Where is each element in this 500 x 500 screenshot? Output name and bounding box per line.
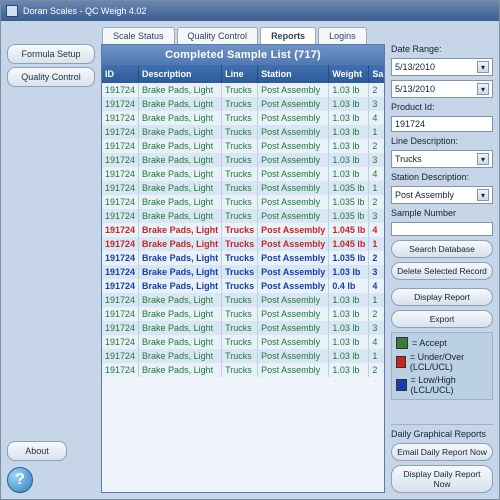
table-row[interactable]: 191724Brake Pads, LightTrucksPost Assemb… (102, 223, 384, 237)
tab-quality-control[interactable]: Quality Control (177, 27, 259, 44)
tab-scale-status[interactable]: Scale Status (102, 27, 175, 44)
window-title: Doran Scales - QC Weigh 4.02 (23, 6, 146, 16)
combo-date-to[interactable]: 5/13/2010▾ (391, 80, 493, 98)
table-row[interactable]: 191724Brake Pads, LightTrucksPost Assemb… (102, 97, 384, 111)
about-button[interactable]: About (7, 441, 67, 461)
label-date-range: Date Range: (391, 44, 493, 54)
table-row[interactable]: 191724Brake Pads, LightTrucksPost Assemb… (102, 335, 384, 349)
chevron-down-icon: ▾ (477, 189, 489, 201)
grid-title: Completed Sample List (717) (102, 45, 384, 65)
btn-email-daily-report[interactable]: Email Daily Report Now (391, 443, 493, 461)
btn-export[interactable]: Export (391, 310, 493, 328)
table-row[interactable]: 191724Brake Pads, LightTrucksPost Assemb… (102, 139, 384, 153)
chevron-down-icon: ▾ (477, 61, 489, 73)
col-id[interactable]: ID (102, 65, 139, 83)
help-icon[interactable]: ? (7, 467, 33, 493)
combo-date-from[interactable]: 5/13/2010▾ (391, 58, 493, 76)
label-station-desc: Station Description: (391, 172, 493, 182)
col-station[interactable]: Station (258, 65, 329, 83)
filter-panel: Date Range: 5/13/2010▾ 5/13/2010▾ Produc… (391, 44, 493, 493)
col-description[interactable]: Description (139, 65, 222, 83)
table-row[interactable]: 191724Brake Pads, LightTrucksPost Assemb… (102, 265, 384, 279)
btn-delete-record[interactable]: Delete Selected Record (391, 262, 493, 280)
table-row[interactable]: 191724Brake Pads, LightTrucksPost Assemb… (102, 181, 384, 195)
combo-line-desc[interactable]: Trucks▾ (391, 150, 493, 168)
table-row[interactable]: 191724Brake Pads, LightTrucksPost Assemb… (102, 279, 384, 293)
sidebar-btn-quality-control[interactable]: Quality Control (7, 67, 95, 87)
app-window: Doran Scales - QC Weigh 4.02 Scale Statu… (0, 0, 500, 500)
tab-logins[interactable]: Logins (318, 27, 367, 44)
table-row[interactable]: 191724Brake Pads, LightTrucksPost Assemb… (102, 209, 384, 223)
col-line[interactable]: Line (222, 65, 258, 83)
swatch-accept (396, 337, 408, 349)
col-sample-[interactable]: Sample # (369, 65, 384, 83)
table-row[interactable]: 191724Brake Pads, LightTrucksPost Assemb… (102, 195, 384, 209)
legend: = Accept = Under/Over (LCL/UCL) = Low/Hi… (391, 332, 493, 400)
tab-reports[interactable]: Reports (260, 27, 316, 44)
input-sample-number[interactable] (391, 222, 493, 236)
label-sample-number: Sample Number (391, 208, 493, 218)
table-row[interactable]: 191724Brake Pads, LightTrucksPost Assemb… (102, 167, 384, 181)
sidebar-btn-formula-setup[interactable]: Formula Setup (7, 44, 95, 64)
label-line-desc: Line Description: (391, 136, 493, 146)
tab-strip: Scale StatusQuality ControlReportsLogins (102, 27, 493, 44)
table-row[interactable]: 191724Brake Pads, LightTrucksPost Assemb… (102, 111, 384, 125)
table-row[interactable]: 191724Brake Pads, LightTrucksPost Assemb… (102, 251, 384, 265)
table-row[interactable]: 191724Brake Pads, LightTrucksPost Assemb… (102, 363, 384, 377)
btn-search-database[interactable]: Search Database (391, 240, 493, 258)
label-daily-reports: Daily Graphical Reports (391, 424, 493, 439)
table-row[interactable]: 191724Brake Pads, LightTrucksPost Assemb… (102, 83, 384, 97)
table-row[interactable]: 191724Brake Pads, LightTrucksPost Assemb… (102, 321, 384, 335)
title-bar: Doran Scales - QC Weigh 4.02 (1, 1, 499, 21)
report-panel: Completed Sample List (717) IDDescriptio… (101, 44, 385, 493)
data-grid[interactable]: IDDescriptionLineStationWeightSample #Ta… (102, 65, 384, 492)
label-product-id: Product Id: (391, 102, 493, 112)
swatch-low (396, 379, 407, 391)
chevron-down-icon: ▾ (477, 83, 489, 95)
table-row[interactable]: 191724Brake Pads, LightTrucksPost Assemb… (102, 153, 384, 167)
btn-display-report[interactable]: Display Report (391, 288, 493, 306)
col-weight[interactable]: Weight (329, 65, 369, 83)
input-product-id[interactable]: 191724 (391, 116, 493, 132)
btn-display-daily-report[interactable]: Display Daily Report Now (391, 465, 493, 493)
table-row[interactable]: 191724Brake Pads, LightTrucksPost Assemb… (102, 293, 384, 307)
app-icon (6, 5, 18, 17)
table-row[interactable]: 191724Brake Pads, LightTrucksPost Assemb… (102, 237, 384, 251)
combo-station-desc[interactable]: Post Assembly▾ (391, 186, 493, 204)
chevron-down-icon: ▾ (477, 153, 489, 165)
table-row[interactable]: 191724Brake Pads, LightTrucksPost Assemb… (102, 125, 384, 139)
swatch-over (396, 356, 406, 368)
table-row[interactable]: 191724Brake Pads, LightTrucksPost Assemb… (102, 307, 384, 321)
table-row[interactable]: 191724Brake Pads, LightTrucksPost Assemb… (102, 349, 384, 363)
